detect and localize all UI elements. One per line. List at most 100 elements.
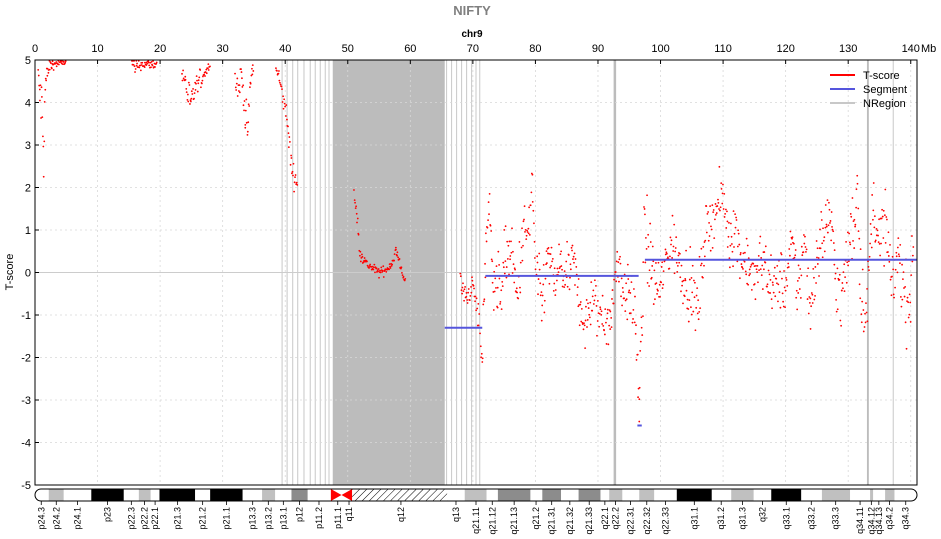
tscore-point [285, 104, 288, 106]
band-label: q22.33 [661, 507, 671, 535]
tscore-point [693, 296, 696, 299]
tscore-point [784, 289, 787, 292]
tscore-point [797, 264, 800, 267]
tscore-point [739, 252, 742, 254]
tscore-point [910, 274, 913, 277]
tscore-point [480, 352, 483, 355]
ideogram-band-31 [711, 489, 732, 501]
tscore-point [282, 107, 285, 110]
tscore-point [665, 252, 668, 255]
tscore-point [191, 93, 194, 95]
ideogram-band-22 [542, 489, 562, 501]
tscore-point [184, 78, 187, 81]
tscore-point [236, 77, 239, 80]
tscore-point [459, 275, 462, 278]
tscore-point [783, 286, 786, 289]
tscore-point [196, 79, 198, 82]
tscore-point [899, 243, 902, 246]
tscore-point [275, 67, 277, 70]
tscore-point [249, 82, 252, 85]
band-label: q31.3 [737, 507, 747, 530]
tscore-point [778, 291, 781, 294]
tscore-point [804, 246, 807, 248]
tscore-point [539, 282, 542, 285]
tscore-point [673, 272, 676, 275]
tscore-point [476, 307, 479, 310]
tscore-point [563, 286, 566, 289]
tscore-point [639, 349, 642, 352]
tscore-point [187, 81, 190, 84]
tscore-point [904, 321, 907, 324]
tscore-point [523, 218, 525, 221]
tscore-point [152, 60, 154, 62]
tscore-point [825, 223, 828, 226]
tscore-point [471, 279, 474, 282]
tscore-point [649, 222, 652, 225]
tscore-point [725, 227, 728, 229]
tscore-point [856, 174, 859, 177]
tscore-point [873, 226, 876, 229]
tscore-point [695, 294, 698, 297]
tscore-point [487, 201, 490, 204]
band-label: q21.33 [584, 507, 594, 535]
tscore-point [615, 260, 618, 263]
tscore-point [691, 291, 694, 294]
tscore-point [404, 277, 407, 280]
tscore-point [557, 271, 560, 274]
tscore-point [900, 305, 903, 308]
tscore-point [656, 292, 658, 295]
tscore-point [715, 212, 718, 214]
tscore-point [587, 302, 589, 305]
tscore-point [393, 259, 395, 262]
tscore-point [661, 261, 664, 264]
tscore-point [801, 254, 804, 257]
tscore-point [739, 253, 742, 256]
tscore-point [687, 308, 690, 310]
tscore-point [763, 251, 766, 253]
ideogram-band-0 [35, 489, 49, 501]
tscore-point [54, 62, 57, 65]
tscore-point [380, 266, 383, 269]
tscore-point [292, 174, 294, 177]
tscore-point [515, 287, 518, 290]
tscore-point [544, 277, 547, 280]
tscore-point [240, 71, 243, 73]
tscore-point [241, 77, 243, 80]
tscore-point [853, 218, 856, 221]
tscore-point [629, 292, 632, 294]
x-tick-label: 90 [592, 43, 604, 55]
tscore-point [186, 99, 189, 101]
tscore-point [848, 241, 851, 244]
tscore-point [770, 298, 773, 301]
tscore-point [609, 310, 612, 313]
tscore-point [542, 263, 545, 266]
tscore-point [469, 295, 472, 297]
band-label: p21.1 [221, 507, 231, 530]
tscore-point [519, 261, 522, 264]
tscore-point [600, 313, 603, 316]
tscore-point [511, 227, 513, 230]
tscore-point [891, 255, 894, 258]
tscore-point [529, 204, 532, 207]
tscore-point [616, 250, 619, 253]
tscore-point [566, 285, 569, 288]
tscore-point [813, 276, 815, 279]
tscore-point [659, 295, 661, 298]
tscore-point [699, 307, 702, 309]
tscore-point [571, 244, 574, 247]
ideogram-band-2 [63, 489, 92, 501]
tscore-point [847, 260, 850, 263]
tscore-point [719, 209, 721, 212]
tscore-point [296, 184, 299, 186]
tscore-point [512, 250, 514, 253]
tscore-point [623, 297, 626, 300]
tscore-point [703, 241, 706, 243]
tscore-point [675, 236, 678, 239]
tscore-point [884, 241, 887, 244]
tscore-point [533, 222, 535, 225]
tscore-point [533, 240, 536, 243]
tscore-point [197, 82, 200, 85]
tscore-point [805, 250, 807, 253]
tscore-point [680, 290, 682, 293]
tscore-point [753, 265, 756, 268]
